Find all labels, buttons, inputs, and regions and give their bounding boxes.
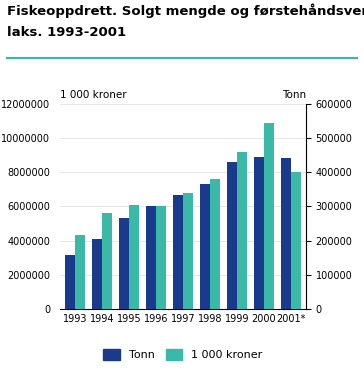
Bar bbox=[254, 157, 264, 309]
Bar bbox=[281, 158, 291, 309]
Legend: Tonn, 1 000 kroner: Tonn, 1 000 kroner bbox=[103, 349, 262, 360]
Bar bbox=[183, 193, 193, 309]
Bar bbox=[92, 239, 102, 309]
Bar bbox=[65, 255, 75, 309]
Bar bbox=[173, 195, 183, 309]
Bar bbox=[210, 179, 220, 309]
Bar bbox=[102, 213, 112, 309]
Text: laks. 1993-2001: laks. 1993-2001 bbox=[7, 26, 126, 39]
Bar bbox=[119, 218, 129, 309]
Bar bbox=[156, 206, 166, 309]
Bar bbox=[237, 152, 247, 309]
Bar bbox=[199, 184, 210, 309]
Text: 1 000 kroner: 1 000 kroner bbox=[60, 90, 127, 100]
Text: Fiskeoppdrett. Solgt mengde og førstehåndsverdi av: Fiskeoppdrett. Solgt mengde og førstehån… bbox=[7, 4, 364, 18]
Bar bbox=[264, 123, 274, 309]
Bar bbox=[129, 205, 139, 309]
Bar bbox=[75, 235, 85, 309]
Bar bbox=[146, 206, 156, 309]
Bar bbox=[291, 172, 301, 309]
Bar bbox=[227, 162, 237, 309]
Text: Tonn: Tonn bbox=[282, 90, 306, 100]
